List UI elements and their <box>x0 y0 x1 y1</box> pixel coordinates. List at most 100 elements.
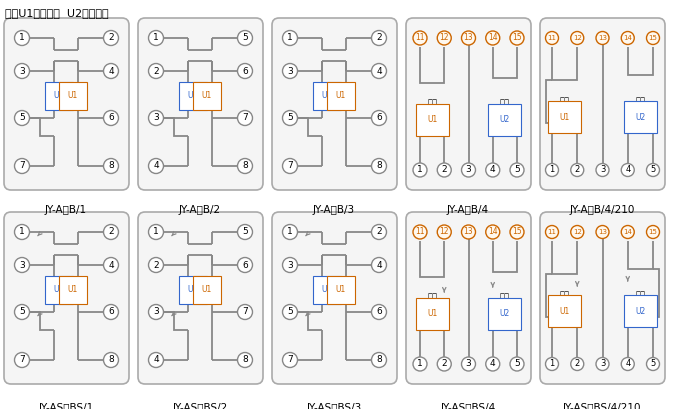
Text: 8: 8 <box>376 355 382 364</box>
Text: 启动: 启动 <box>636 290 645 299</box>
Circle shape <box>237 258 253 272</box>
Circle shape <box>570 164 584 177</box>
Circle shape <box>148 31 164 45</box>
Circle shape <box>104 353 118 368</box>
Circle shape <box>413 225 427 239</box>
Text: U1: U1 <box>68 92 78 101</box>
Circle shape <box>148 63 164 79</box>
Text: 2: 2 <box>442 166 447 175</box>
Circle shape <box>596 164 609 177</box>
Text: 7: 7 <box>19 162 25 171</box>
Text: U2: U2 <box>54 285 64 294</box>
Circle shape <box>372 353 386 368</box>
Text: 1: 1 <box>153 227 159 236</box>
Circle shape <box>372 258 386 272</box>
Circle shape <box>104 31 118 45</box>
FancyBboxPatch shape <box>4 212 129 384</box>
Text: 4: 4 <box>153 162 159 171</box>
Text: 1: 1 <box>417 360 423 369</box>
Circle shape <box>486 225 500 239</box>
Circle shape <box>570 225 584 238</box>
FancyBboxPatch shape <box>272 18 397 190</box>
Text: 启动: 启动 <box>636 97 645 106</box>
Text: 4: 4 <box>108 261 114 270</box>
Text: 6: 6 <box>242 67 248 76</box>
Text: 5: 5 <box>287 308 293 317</box>
FancyBboxPatch shape <box>406 212 531 384</box>
Text: 5: 5 <box>650 166 656 175</box>
Text: 15: 15 <box>649 229 657 235</box>
Circle shape <box>148 304 164 319</box>
Text: 5: 5 <box>514 166 520 175</box>
Text: 2: 2 <box>575 360 580 369</box>
Text: 1: 1 <box>550 166 554 175</box>
Circle shape <box>372 304 386 319</box>
Text: JY-AS、BS/4/210: JY-AS、BS/4/210 <box>563 403 641 409</box>
Text: JY-AS、BS/4: JY-AS、BS/4 <box>440 403 496 409</box>
Circle shape <box>647 31 659 45</box>
Text: U2: U2 <box>322 92 332 101</box>
Circle shape <box>148 110 164 126</box>
FancyBboxPatch shape <box>540 18 665 190</box>
Text: 1: 1 <box>287 227 293 236</box>
Circle shape <box>596 225 609 238</box>
FancyBboxPatch shape <box>4 18 129 190</box>
Circle shape <box>486 163 500 177</box>
Circle shape <box>545 357 559 371</box>
Circle shape <box>283 258 298 272</box>
Circle shape <box>104 225 118 240</box>
Circle shape <box>372 31 386 45</box>
Text: 14: 14 <box>488 34 498 43</box>
Circle shape <box>438 163 452 177</box>
Circle shape <box>510 357 524 371</box>
Text: 4: 4 <box>490 360 496 369</box>
Circle shape <box>545 225 559 238</box>
Text: 1: 1 <box>287 34 293 43</box>
Circle shape <box>15 225 29 240</box>
Text: 8: 8 <box>108 355 114 364</box>
Text: 4: 4 <box>376 67 382 76</box>
Text: 3: 3 <box>466 360 471 369</box>
Circle shape <box>510 163 524 177</box>
Circle shape <box>237 353 253 368</box>
Text: 11: 11 <box>547 35 556 41</box>
Circle shape <box>15 258 29 272</box>
Circle shape <box>413 163 427 177</box>
Circle shape <box>486 357 500 371</box>
Circle shape <box>237 63 253 79</box>
Circle shape <box>596 31 609 45</box>
Text: 1: 1 <box>417 166 423 175</box>
Text: 13: 13 <box>598 229 607 235</box>
Text: 启动: 启动 <box>500 99 510 108</box>
Text: 电源: 电源 <box>427 99 437 108</box>
Circle shape <box>438 357 452 371</box>
Circle shape <box>15 31 29 45</box>
Text: 5: 5 <box>19 308 25 317</box>
Text: 12: 12 <box>440 34 449 43</box>
Text: 2: 2 <box>108 34 114 43</box>
Text: JY-A、B/4/210: JY-A、B/4/210 <box>569 205 635 215</box>
Circle shape <box>237 304 253 319</box>
Text: 1: 1 <box>19 34 25 43</box>
Text: U2: U2 <box>636 112 645 121</box>
Circle shape <box>622 164 634 177</box>
Text: 7: 7 <box>287 355 293 364</box>
Text: 电源: 电源 <box>559 97 570 106</box>
Circle shape <box>461 357 475 371</box>
Text: 13: 13 <box>598 35 607 41</box>
Text: 7: 7 <box>242 308 248 317</box>
Text: 13: 13 <box>463 227 473 236</box>
Text: 启动: 启动 <box>500 292 510 301</box>
Text: 15: 15 <box>512 34 522 43</box>
Text: 4: 4 <box>625 360 631 369</box>
Text: U1: U1 <box>202 285 212 294</box>
Circle shape <box>570 31 584 45</box>
Text: 14: 14 <box>623 229 632 235</box>
Circle shape <box>461 163 475 177</box>
Text: 7: 7 <box>19 355 25 364</box>
Circle shape <box>237 225 253 240</box>
Text: 2: 2 <box>575 166 580 175</box>
Text: U1: U1 <box>68 285 78 294</box>
FancyBboxPatch shape <box>540 212 665 384</box>
Text: 11: 11 <box>415 227 425 236</box>
